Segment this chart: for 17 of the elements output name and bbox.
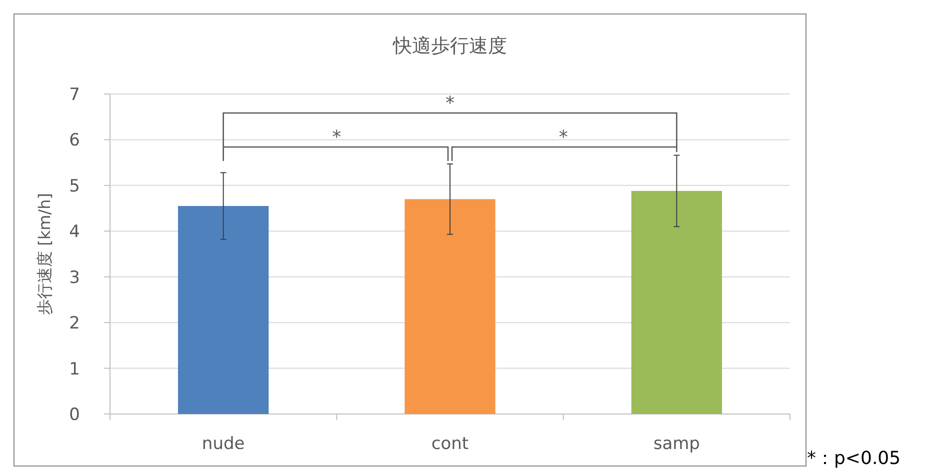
- text: *：p<0.05: [807, 448, 901, 469]
- y-tick-label: 5: [69, 176, 80, 196]
- x-tick-label: cont: [431, 434, 469, 454]
- annotation: *: [558, 127, 568, 148]
- y-tick-label: 0: [69, 405, 80, 425]
- annotation: *: [446, 93, 454, 114]
- x-tick-label: nude: [202, 434, 245, 454]
- y-tick-label: 7: [69, 85, 80, 105]
- annotation: *: [332, 127, 342, 148]
- y-tick-label: 6: [69, 130, 80, 151]
- x-tick-label: samp: [653, 434, 700, 454]
- y-axis-title: 歩行速度 [km/h]: [35, 193, 54, 315]
- y-tick-label: 2: [69, 314, 80, 334]
- y-tick-label: 4: [69, 222, 80, 242]
- y-tick-label: 1: [69, 359, 80, 380]
- chart-title: 快適歩行速度: [392, 35, 507, 57]
- y-tick-label: 3: [69, 268, 80, 288]
